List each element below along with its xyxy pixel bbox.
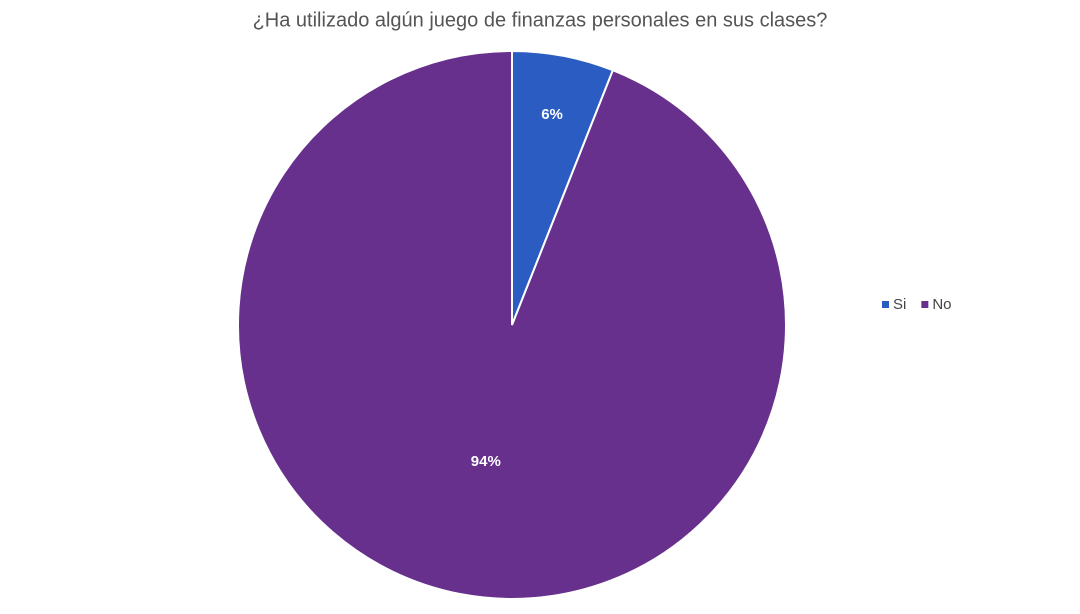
legend-label: No [932,296,951,313]
data-label: 6% [541,106,563,123]
pie-slice [237,49,787,600]
legend-swatch [921,301,929,308]
data-label: 94% [471,453,501,470]
chart-title: ¿Ha utilizado algún juego de finanzas pe… [253,9,828,31]
legend-swatch [882,301,889,308]
legend-label: Si [893,296,906,313]
